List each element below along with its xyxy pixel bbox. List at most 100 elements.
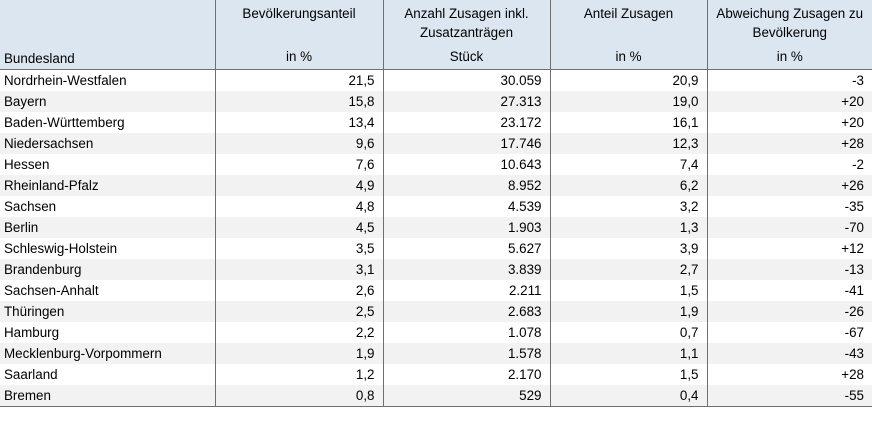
cell-bevoelkerungsanteil: 4,5 <box>214 217 384 238</box>
table-row: Hamburg 2,2 1.078 0,7 -67 <box>0 322 872 343</box>
cell-bevoelkerungsanteil: 1,9 <box>214 343 384 364</box>
bundesland-table: Bundesland Bevölkerungsanteil in % Anzah… <box>0 0 872 407</box>
cell-bevoelkerungsanteil: 0,8 <box>214 385 384 407</box>
cell-bundesland: Bremen <box>0 385 216 407</box>
cell-anteil-zusagen: 6,2 <box>549 175 708 196</box>
cell-abweichung: -3 <box>706 69 872 91</box>
header-anteil-zusagen: Anteil Zusagen in % <box>549 0 708 70</box>
cell-bundesland: Sachsen-Anhalt <box>0 280 216 301</box>
cell-abweichung: -67 <box>706 322 872 343</box>
cell-anzahl-zusagen: 23.172 <box>382 112 551 133</box>
cell-anteil-zusagen: 16,1 <box>549 112 708 133</box>
cell-abweichung: -41 <box>706 280 872 301</box>
cell-anteil-zusagen: 1,3 <box>549 217 708 238</box>
cell-bevoelkerungsanteil: 15,8 <box>214 91 384 112</box>
header-bevoelkerungsanteil: Bevölkerungsanteil in % <box>214 0 384 70</box>
cell-anteil-zusagen: 0,4 <box>549 385 708 407</box>
table-row: Schleswig-Holstein 3,5 5.627 3,9 +12 <box>0 238 872 259</box>
cell-bevoelkerungsanteil: 4,8 <box>214 196 384 217</box>
cell-anzahl-zusagen: 8.952 <box>382 175 551 196</box>
cell-bevoelkerungsanteil: 2,6 <box>214 280 384 301</box>
cell-bundesland: Thüringen <box>0 301 216 322</box>
cell-anzahl-zusagen: 2.683 <box>382 301 551 322</box>
cell-anteil-zusagen: 20,9 <box>549 69 708 91</box>
cell-anzahl-zusagen: 3.839 <box>382 259 551 280</box>
table-row: Sachsen 4,8 4.539 3,2 -35 <box>0 196 872 217</box>
table-row: Hessen 7,6 10.643 7,4 -2 <box>0 154 872 175</box>
cell-abweichung: +26 <box>706 175 872 196</box>
header-bevoelkerungsanteil-unit: in % <box>285 49 313 64</box>
cell-anzahl-zusagen: 10.643 <box>382 154 551 175</box>
cell-bundesland: Schleswig-Holstein <box>0 238 216 259</box>
header-bundesland: Bundesland <box>0 0 216 70</box>
cell-anzahl-zusagen: 529 <box>382 385 551 407</box>
cell-anzahl-zusagen: 2.170 <box>382 364 551 385</box>
header-row: Bundesland Bevölkerungsanteil in % Anzah… <box>0 0 872 70</box>
cell-anteil-zusagen: 3,2 <box>549 196 708 217</box>
cell-abweichung: -55 <box>706 385 872 407</box>
table-row: Niedersachsen 9,6 17.746 12,3 +28 <box>0 133 872 154</box>
table-row: Baden-Württemberg 13,4 23.172 16,1 +20 <box>0 112 872 133</box>
header-bundesland-label: Bundesland <box>4 51 75 66</box>
cell-anzahl-zusagen: 1.903 <box>382 217 551 238</box>
cell-bevoelkerungsanteil: 7,6 <box>214 154 384 175</box>
cell-bundesland: Rheinland-Pfalz <box>0 175 216 196</box>
table-row: Nordrhein-Westfalen 21,5 30.059 20,9 -3 <box>0 69 872 91</box>
cell-bevoelkerungsanteil: 13,4 <box>214 112 384 133</box>
cell-anzahl-zusagen: 2.211 <box>382 280 551 301</box>
cell-bevoelkerungsanteil: 4,9 <box>214 175 384 196</box>
header-anteil-zusagen-title: Anteil Zusagen <box>583 6 674 21</box>
cell-anzahl-zusagen: 5.627 <box>382 238 551 259</box>
cell-bevoelkerungsanteil: 2,2 <box>214 322 384 343</box>
cell-anteil-zusagen: 2,7 <box>549 259 708 280</box>
header-anzahl-zusagen: Anzahl Zusagen inkl. Zusatzanträgen Stüc… <box>382 0 551 70</box>
cell-bundesland: Niedersachsen <box>0 133 216 154</box>
cell-abweichung: -26 <box>706 301 872 322</box>
table-row: Mecklenburg-Vorpommern 1,9 1.578 1,1 -43 <box>0 343 872 364</box>
cell-anteil-zusagen: 19,0 <box>549 91 708 112</box>
table-row: Sachsen-Anhalt 2,6 2.211 1,5 -41 <box>0 280 872 301</box>
cell-bevoelkerungsanteil: 2,5 <box>214 301 384 322</box>
table-row: Bremen 0,8 529 0,4 -55 <box>0 385 872 407</box>
header-anteil-zusagen-unit: in % <box>615 49 642 64</box>
cell-anteil-zusagen: 3,9 <box>549 238 708 259</box>
header-anzahl-zusagen-title: Anzahl Zusagen inkl. Zusatzanträgen <box>404 6 529 40</box>
table-row: Berlin 4,5 1.903 1,3 -70 <box>0 217 872 238</box>
table-row: Saarland 1,2 2.170 1,5 +28 <box>0 364 872 385</box>
cell-anzahl-zusagen: 1.078 <box>382 322 551 343</box>
header-abweichung-title: Abweichung Zusagen zu Bevölkerung <box>716 6 864 40</box>
cell-bevoelkerungsanteil: 1,2 <box>214 364 384 385</box>
cell-abweichung: +20 <box>706 112 872 133</box>
cell-bundesland: Hessen <box>0 154 216 175</box>
cell-abweichung: -35 <box>706 196 872 217</box>
cell-anzahl-zusagen: 27.313 <box>382 91 551 112</box>
cell-bundesland: Nordrhein-Westfalen <box>0 69 216 91</box>
header-anzahl-zusagen-unit: Stück <box>449 49 484 64</box>
cell-bevoelkerungsanteil: 21,5 <box>214 69 384 91</box>
cell-bundesland: Brandenburg <box>0 259 216 280</box>
cell-anzahl-zusagen: 17.746 <box>382 133 551 154</box>
cell-bundesland: Bayern <box>0 91 216 112</box>
cell-bevoelkerungsanteil: 9,6 <box>214 133 384 154</box>
cell-anteil-zusagen: 0,7 <box>549 322 708 343</box>
cell-bevoelkerungsanteil: 3,5 <box>214 238 384 259</box>
cell-abweichung: -70 <box>706 217 872 238</box>
cell-anteil-zusagen: 1,9 <box>549 301 708 322</box>
cell-anteil-zusagen: 12,3 <box>549 133 708 154</box>
cell-abweichung: -43 <box>706 343 872 364</box>
cell-bundesland: Baden-Württemberg <box>0 112 216 133</box>
cell-abweichung: -13 <box>706 259 872 280</box>
cell-anzahl-zusagen: 30.059 <box>382 69 551 91</box>
table-row: Brandenburg 3,1 3.839 2,7 -13 <box>0 259 872 280</box>
cell-bundesland: Berlin <box>0 217 216 238</box>
cell-abweichung: +28 <box>706 364 872 385</box>
cell-anzahl-zusagen: 4.539 <box>382 196 551 217</box>
cell-anteil-zusagen: 1,5 <box>549 280 708 301</box>
cell-bundesland: Mecklenburg-Vorpommern <box>0 343 216 364</box>
cell-anteil-zusagen: 1,1 <box>549 343 708 364</box>
table-row: Bayern 15,8 27.313 19,0 +20 <box>0 91 872 112</box>
cell-abweichung: +28 <box>706 133 872 154</box>
cell-bevoelkerungsanteil: 3,1 <box>214 259 384 280</box>
header-abweichung: Abweichung Zusagen zu Bevölkerung in % <box>706 0 872 70</box>
